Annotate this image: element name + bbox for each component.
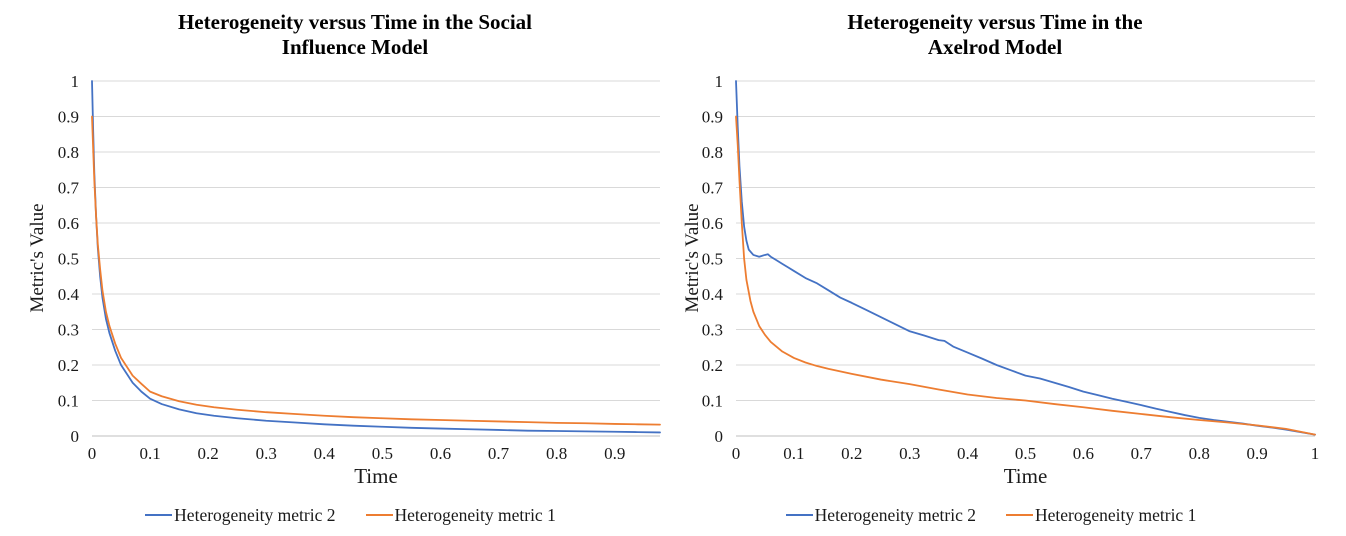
y-tick-label: 1 bbox=[71, 72, 80, 91]
x-tick-label: 0.4 bbox=[957, 444, 979, 463]
x-tick-label: 0 bbox=[88, 444, 97, 463]
x-tick-label: 0.6 bbox=[430, 444, 451, 463]
legend-label-metric-1: Heterogeneity metric 1 bbox=[1035, 504, 1197, 525]
x-tick-label: 0 bbox=[732, 444, 741, 463]
y-tick-label: 0.9 bbox=[702, 108, 723, 127]
y-tick-label: 0.3 bbox=[58, 321, 79, 340]
legend: Heterogeneity metric 2 Heterogeneity met… bbox=[14, 501, 687, 529]
y-tick-label: 0.1 bbox=[702, 392, 723, 411]
x-axis-title: Time bbox=[354, 464, 398, 488]
x-tick-label: 1 bbox=[1311, 444, 1320, 463]
y-tick-label: 0.2 bbox=[702, 356, 723, 375]
x-tick-label: 0.5 bbox=[1015, 444, 1036, 463]
legend-line-marker-icon bbox=[785, 514, 813, 516]
legend-label-metric-2: Heterogeneity metric 2 bbox=[174, 504, 336, 525]
chart-title-line-2: Axelrod Model bbox=[927, 34, 1063, 59]
series-line-1 bbox=[91, 80, 661, 434]
x-tick-label: 0.8 bbox=[1189, 444, 1210, 463]
x-tick-label: 0.1 bbox=[139, 444, 160, 463]
y-tick-label: 0.4 bbox=[58, 285, 80, 304]
x-tick-label: 0.5 bbox=[372, 444, 393, 463]
y-tick-label: 0.8 bbox=[702, 143, 723, 162]
y-tick-label: 0.6 bbox=[58, 214, 79, 233]
legend-item-metric-2: Heterogeneity metric 2 bbox=[785, 504, 976, 526]
x-tick-label: 0.8 bbox=[546, 444, 567, 463]
series-line-2 bbox=[735, 115, 1316, 436]
x-tick-label: 0.3 bbox=[899, 444, 920, 463]
y-tick-label: 0.4 bbox=[702, 285, 724, 304]
y-tick-label: 0.1 bbox=[58, 392, 79, 411]
chart-title-line-1: Heterogeneity versus Time in the bbox=[847, 10, 1143, 34]
x-tick-label: 0.9 bbox=[604, 444, 625, 463]
legend-item-metric-1: Heterogeneity metric 1 bbox=[1006, 505, 1196, 526]
legend-line-marker-icon bbox=[145, 514, 173, 516]
legend-item-metric-2: Heterogeneity metric 2 bbox=[145, 504, 336, 526]
y-tick-label: 0 bbox=[715, 427, 724, 446]
x-tick-label: 0.7 bbox=[488, 444, 510, 463]
plot-area: 0 0.1 0.2 0.3 0.4 0.5 0.6 0.7 0.8 0.9 1 0 0.1 0.2 0.3 0… bbox=[702, 72, 1320, 463]
chart-title: Heterogeneity versus Time in the Social … bbox=[60, 10, 650, 60]
legend-line-marker-icon bbox=[365, 514, 393, 516]
chart-axelrod-model: Heterogeneity versus Time in the Axelrod… bbox=[673, 0, 1346, 536]
y-tick-label: 0.5 bbox=[58, 250, 79, 269]
x-tick-label: 0.4 bbox=[314, 444, 336, 463]
chart-title: Heterogeneity versus Time in the Axelrod… bbox=[673, 10, 1317, 60]
y-tick-label: 0.7 bbox=[58, 179, 80, 198]
y-tick-label: 0.3 bbox=[702, 321, 723, 340]
chart-title-line-2: Influence Model bbox=[281, 34, 429, 59]
legend-item-metric-1: Heterogeneity metric 1 bbox=[365, 504, 556, 526]
series-line-2 bbox=[91, 115, 661, 426]
x-tick-label: 0.7 bbox=[1131, 444, 1153, 463]
chart-title-line-1: Heterogeneity versus Time in the Social bbox=[177, 10, 533, 34]
plot-area: 0 0.1 0.2 0.3 0.4 0.5 0.6 0.7 0.8 0.9 1 0 0.1 0.2 0.3 0… bbox=[58, 72, 661, 463]
legend: Heterogeneity metric 2 Heterogeneity met… bbox=[673, 501, 1309, 529]
y-tick-label: 0.5 bbox=[702, 250, 723, 269]
legend-label-metric-1: Heterogeneity metric 1 bbox=[394, 504, 556, 525]
x-tick-label: 0.3 bbox=[256, 444, 277, 463]
y-tick-label: 1 bbox=[715, 72, 724, 91]
legend-line-marker-icon bbox=[1006, 514, 1033, 516]
x-tick-label: 0.6 bbox=[1073, 444, 1094, 463]
legend-label-metric-2: Heterogeneity metric 2 bbox=[814, 504, 976, 525]
y-tick-label: 0.6 bbox=[702, 214, 723, 233]
x-tick-label: 0.2 bbox=[198, 444, 219, 463]
x-axis-title: Time bbox=[1003, 464, 1048, 488]
x-tick-label: 0.1 bbox=[783, 444, 804, 463]
y-tick-label: 0.8 bbox=[58, 143, 79, 162]
y-tick-label: 0.9 bbox=[58, 108, 79, 127]
series-line-1 bbox=[735, 80, 1316, 436]
y-tick-label: 0.7 bbox=[702, 179, 724, 198]
chart-social-influence-model: Heterogeneity versus Time in the Social … bbox=[27, 10, 661, 525]
y-tick-label: 0 bbox=[71, 427, 80, 446]
x-tick-label: 0.2 bbox=[841, 444, 862, 463]
y-tick-label: 0.2 bbox=[58, 356, 79, 375]
x-tick-label: 0.9 bbox=[1246, 444, 1267, 463]
